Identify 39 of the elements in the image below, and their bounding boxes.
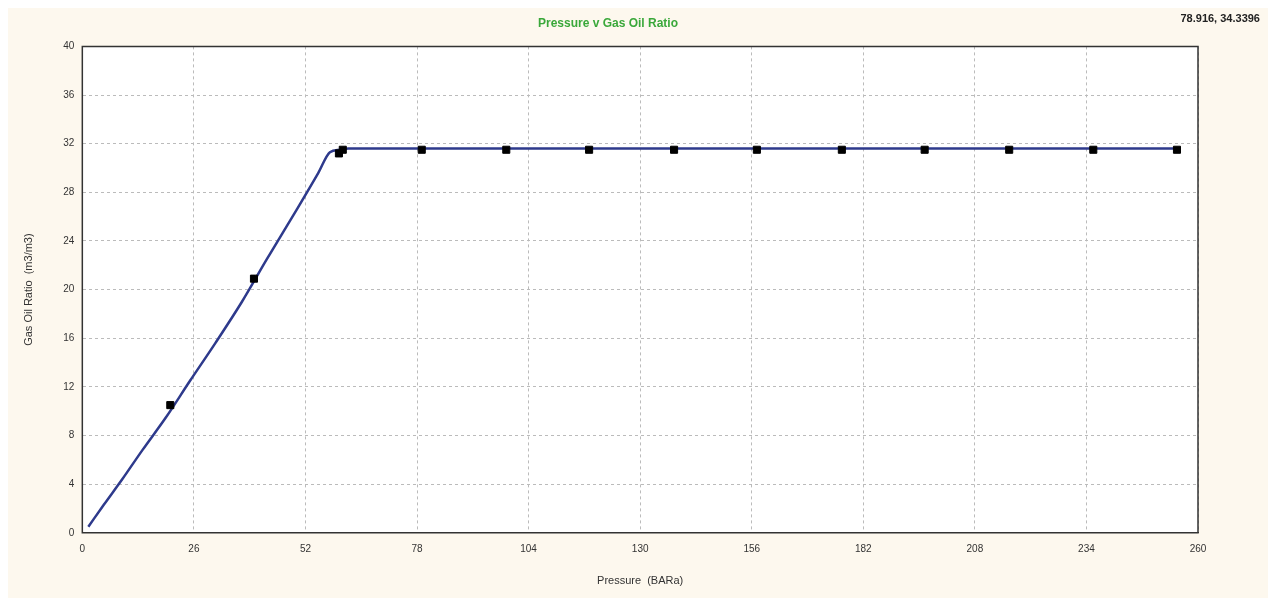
point [1089,145,1098,154]
x-tick-label: 260 [1189,542,1207,554]
point [585,145,594,154]
x-tick-label: 182 [854,542,873,554]
point [417,145,426,154]
x-tick-label: 104 [520,542,538,554]
x-tick-label: 156 [743,542,761,554]
text: 78.916, 34.3396 [1180,12,1260,24]
y-tick-label: 28 [63,186,75,198]
point [1172,145,1182,154]
y-tick-label: 4 [68,477,75,489]
point [670,145,679,154]
point [837,145,846,154]
y-tick-label: 32 [63,137,75,149]
point [166,401,175,410]
point [1005,145,1014,154]
x-tick-label: 130 [631,542,649,554]
y-tick-label: 16 [63,331,75,343]
y-tick-label: 20 [63,283,75,295]
x-axis-title: Pressure (BARa) [597,574,684,587]
y-tick-label: 12 [63,380,75,392]
x-tick-label: 0 [79,542,86,554]
y-tick-label: 8 [68,429,75,441]
x-tick-label: 234 [1078,542,1096,554]
x-tick-label: 52 [299,542,312,554]
y-tick-label: 40 [63,40,75,52]
point [338,145,347,154]
x-tick-label: 78 [411,542,424,554]
x-tick-label: 208 [966,542,984,554]
y-tick-label: 24 [63,234,75,246]
point [502,145,511,154]
point [752,145,761,154]
y-tick-label: 36 [63,88,75,100]
point [249,274,258,283]
x-tick-label: 26 [188,542,200,554]
y-tick-label: 0 [68,526,75,538]
y-axis-title: Gas Oil Ratio (m3/m3) [21,233,34,346]
chart-title: Pressure v Gas Oil Ratio [537,15,679,30]
point [920,145,929,154]
